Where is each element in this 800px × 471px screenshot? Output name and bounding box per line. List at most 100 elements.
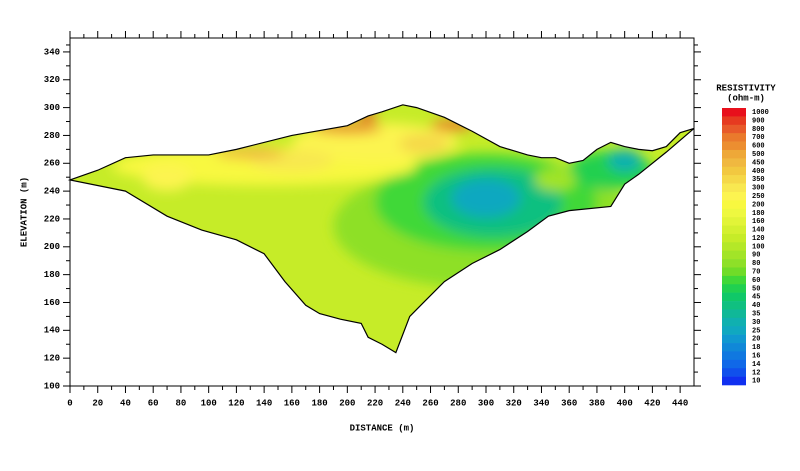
x-tick-label: 400	[617, 398, 633, 408]
legend-label: 800	[752, 126, 765, 134]
x-tick-label: 40	[120, 398, 131, 408]
legend-swatch	[722, 267, 746, 277]
legend-label: 140	[752, 227, 765, 235]
legend-swatch	[722, 359, 746, 369]
y-axis-label: ELEVATION (m)	[19, 177, 29, 247]
legend-swatch	[722, 275, 746, 285]
legend-swatch	[722, 368, 746, 377]
x-tick-label: 420	[644, 398, 660, 408]
resistivity-zone	[215, 147, 285, 160]
y-tick-label: 260	[44, 159, 60, 169]
legend-swatch	[722, 133, 746, 142]
legend-label: 16	[752, 352, 760, 360]
legend-swatch	[722, 334, 746, 344]
x-tick-label: 440	[672, 398, 688, 408]
legend-swatch	[722, 242, 746, 251]
legend-swatch	[722, 175, 746, 184]
legend-swatch	[722, 284, 746, 293]
x-tick-label: 340	[533, 398, 549, 408]
x-tick-label: 60	[148, 398, 159, 408]
resistivity-zone	[398, 134, 449, 154]
legend-swatch	[722, 326, 746, 335]
y-tick-label: 320	[44, 75, 60, 85]
legend-swatch	[722, 301, 746, 310]
resistivity-zone	[430, 120, 473, 132]
plot-frame	[69, 37, 695, 387]
legend-title: RESISTIVITY	[716, 83, 776, 93]
x-tick-label: 20	[92, 398, 103, 408]
legend-label: 20	[752, 336, 760, 344]
resistivity-zone	[534, 168, 577, 192]
legend-swatch	[722, 259, 746, 268]
y-tick-label: 140	[44, 326, 60, 336]
legend-swatch	[722, 166, 746, 176]
legend-swatch	[722, 149, 746, 159]
legend-label: 500	[752, 151, 765, 159]
legend-label: 14	[752, 361, 760, 369]
legend-swatch	[722, 351, 746, 361]
legend-swatch	[722, 108, 746, 117]
legend-label: 250	[752, 193, 765, 201]
legend-swatch	[722, 116, 746, 126]
legend-label: 80	[752, 260, 760, 268]
legend-label: 400	[752, 168, 765, 176]
legend-swatch	[722, 191, 746, 201]
x-tick-label: 280	[450, 398, 466, 408]
legend-swatch	[722, 233, 746, 243]
x-tick-label: 80	[176, 398, 187, 408]
section-outline	[67, 104, 695, 354]
legend-label: 90	[752, 252, 760, 260]
x-tick-label: 200	[339, 398, 355, 408]
legend-swatch	[722, 200, 746, 210]
legend-label: 50	[752, 285, 760, 293]
legend-label: 35	[752, 310, 760, 318]
legend-swatch	[722, 376, 746, 386]
legend-swatch	[722, 225, 746, 235]
y-tick-label: 160	[44, 298, 60, 308]
legend-swatch	[722, 124, 746, 134]
legend-label: 450	[752, 159, 765, 167]
x-tick-label: 220	[367, 398, 383, 408]
legend-swatch	[722, 217, 746, 226]
legend-swatch	[722, 292, 746, 302]
legend-label: 1000	[752, 109, 769, 117]
x-tick-label: 120	[228, 398, 244, 408]
legend-swatch	[722, 309, 746, 319]
y-tick-label: 220	[44, 214, 60, 224]
x-tick-label: 300	[478, 398, 494, 408]
x-tick-label: 160	[284, 398, 300, 408]
x-tick-label: 0	[67, 398, 72, 408]
y-tick-label: 100	[44, 381, 60, 391]
legend-label: 30	[752, 319, 760, 327]
x-axis-label: DISTANCE (m)	[350, 423, 415, 433]
legend-unit: (ohm-m)	[727, 93, 765, 103]
legend-swatch	[722, 317, 746, 327]
legend-label: 10	[752, 378, 760, 386]
resistivity-field	[70, 104, 694, 353]
legend-label: 120	[752, 235, 765, 243]
y-tick-label: 200	[44, 242, 60, 252]
legend-swatch	[722, 158, 746, 168]
x-tick-label: 360	[561, 398, 577, 408]
resistivity-zone	[142, 163, 193, 192]
legend-label: 45	[752, 294, 760, 302]
legend-swatch	[722, 250, 746, 260]
legend-label: 70	[752, 269, 760, 277]
y-tick-label: 120	[44, 354, 60, 364]
y-tick-label: 280	[44, 131, 60, 141]
legend-label: 100	[752, 243, 765, 251]
legend-label: 40	[752, 302, 760, 310]
x-tick-label: 260	[422, 398, 438, 408]
legend-label: 160	[752, 218, 765, 226]
x-tick-label: 100	[201, 398, 217, 408]
y-tick-label: 180	[44, 270, 60, 280]
x-tick-label: 320	[506, 398, 522, 408]
y-tick-label: 240	[44, 186, 60, 196]
legend-swatch	[722, 343, 746, 352]
resistivity-zone	[312, 122, 383, 135]
legend-label: 200	[752, 201, 765, 209]
legend-label: 18	[752, 344, 760, 352]
legend-label: 25	[752, 327, 760, 335]
x-tick-label: 140	[256, 398, 272, 408]
